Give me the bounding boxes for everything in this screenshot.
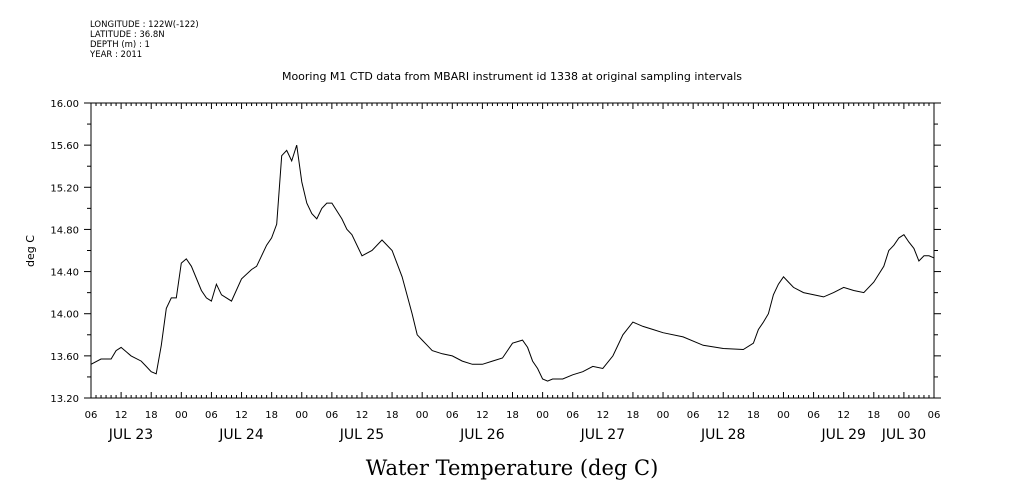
- x-tick-labels: 06 12 18 00 06 12 18 00 06 12 18 00 06 12 18 00 06 12 18 00…: [85, 410, 941, 421]
- y-tick-label: 13.20: [50, 394, 79, 405]
- day-label: JUL 27: [580, 427, 625, 443]
- x-tick-label: 18: [867, 410, 880, 421]
- y-tick-label: 15.60: [50, 141, 79, 152]
- x-tick-label: 06: [566, 410, 579, 421]
- x-tick-label: 12: [115, 410, 128, 421]
- metadata-block: LONGITUDE : 122W(-122) LATITUDE : 36.8N …: [90, 20, 199, 60]
- temperature-line: [90, 144, 935, 382]
- x-tick-label: 18: [506, 410, 519, 421]
- x-tick-label: 12: [837, 410, 850, 421]
- x-tick-label: 00: [777, 410, 790, 421]
- day-label: JUL 26: [459, 427, 505, 443]
- y-tick-labels: 13.20 13.60 14.00 14.40 14.80 15.20 15.60 16.00: [50, 99, 79, 405]
- x-tick-label: 00: [657, 410, 670, 421]
- x-tick-label: 12: [717, 410, 730, 421]
- x-tick-label: 00: [295, 410, 308, 421]
- x-tick-label: 12: [235, 410, 248, 421]
- year-text: YEAR : 2011: [90, 50, 143, 60]
- y-tick-label: 16.00: [50, 99, 79, 110]
- x-tick-label: 18: [145, 410, 158, 421]
- x-tick-label: 18: [747, 410, 760, 421]
- day-label: JUL 25: [339, 427, 384, 443]
- x-tick-label: 18: [386, 410, 399, 421]
- day-label: JUL 29: [820, 427, 865, 443]
- y-axis-label: deg C: [24, 235, 37, 267]
- y-tick-label: 15.20: [50, 183, 79, 194]
- day-label: JUL 30: [881, 427, 926, 443]
- x-tick-label: 12: [476, 410, 489, 421]
- latitude-text: LATITUDE : 36.8N: [90, 30, 165, 40]
- y-tick-label: 13.60: [50, 352, 79, 363]
- x-tick-label: 06: [687, 410, 700, 421]
- day-labels: JUL 23 JUL 24 JUL 25 JUL 26 JUL 27 JUL 28 JUL …: [108, 427, 926, 443]
- x-tick-label: 18: [265, 410, 278, 421]
- x-tick-label: 06: [807, 410, 820, 421]
- x-tick-label: 06: [928, 410, 941, 421]
- x-tick-label: 12: [596, 410, 609, 421]
- x-tick-label: 00: [175, 410, 188, 421]
- x-tick-label: 06: [446, 410, 459, 421]
- day-label: JUL 24: [218, 427, 264, 443]
- x-tick-label: 00: [898, 410, 911, 421]
- axis-ticks: [84, 102, 941, 399]
- x-tick-label: 00: [536, 410, 549, 421]
- chart-title: Mooring M1 CTD data from MBARI instrumen…: [282, 70, 742, 83]
- x-axis-label: Water Temperature (deg C): [366, 456, 659, 480]
- y-tick-label: 14.40: [50, 268, 79, 279]
- y-tick-label: 14.00: [50, 310, 79, 321]
- x-tick-label: 06: [325, 410, 338, 421]
- x-tick-label: 00: [416, 410, 429, 421]
- y-tick-label: 14.80: [50, 225, 79, 236]
- x-tick-label: 18: [627, 410, 640, 421]
- day-label: JUL 28: [700, 427, 745, 443]
- depth-text: DEPTH (m) : 1: [90, 40, 150, 50]
- plot-frame: [90, 102, 935, 399]
- day-label: JUL 23: [108, 427, 153, 443]
- x-tick-label: 06: [85, 410, 98, 421]
- x-tick-label: 12: [356, 410, 369, 421]
- longitude-text: LONGITUDE : 122W(-122): [90, 20, 199, 30]
- x-tick-label: 06: [205, 410, 218, 421]
